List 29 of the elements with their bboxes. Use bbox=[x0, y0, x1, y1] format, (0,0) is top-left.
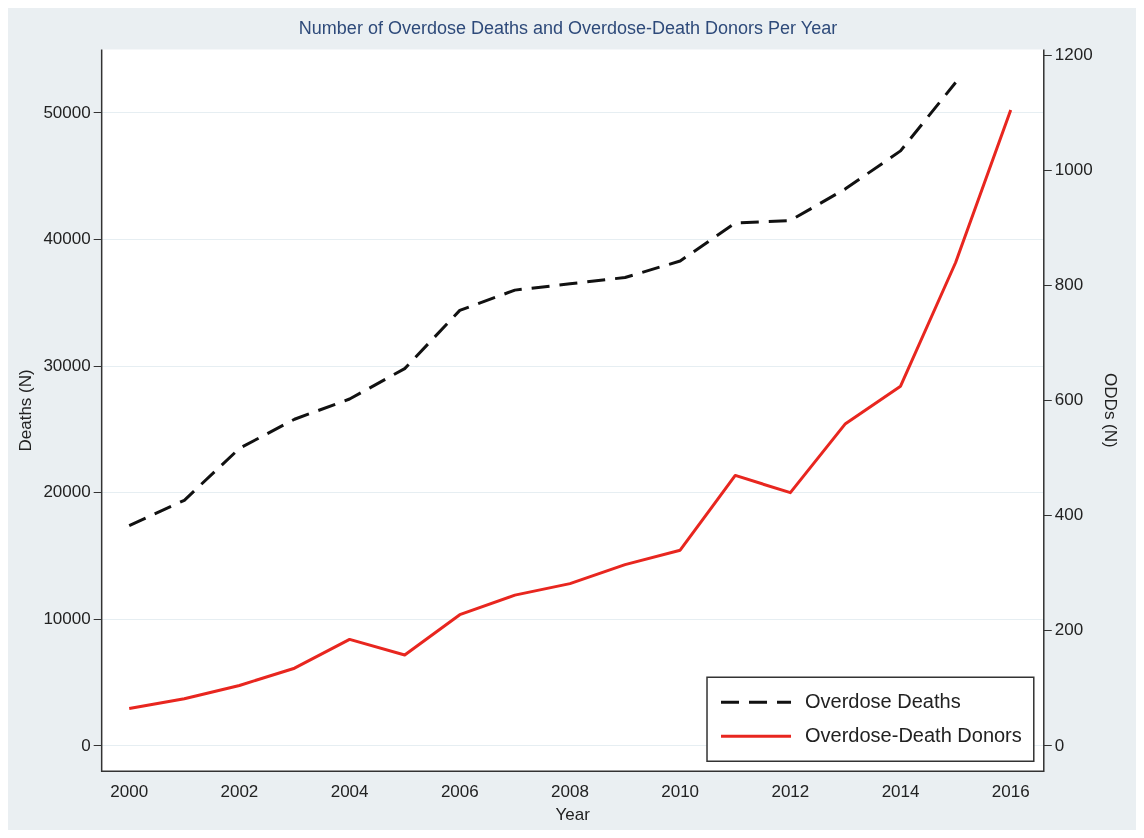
x-tick-label: 2002 bbox=[220, 782, 259, 802]
y2-tick-label: 1000 bbox=[1054, 160, 1093, 180]
y-axis-title: Deaths (N) bbox=[15, 369, 35, 452]
y2-tick-label: 400 bbox=[1054, 505, 1084, 525]
x-axis-title: Year bbox=[555, 805, 591, 825]
line-series bbox=[127, 81, 958, 528]
y2-axis-title: ODDs (N) bbox=[1101, 373, 1121, 448]
y-tick-label: 20000 bbox=[43, 482, 91, 502]
y2-tick-label: 1200 bbox=[1054, 45, 1093, 65]
y2-tick-label: 800 bbox=[1054, 275, 1084, 295]
x-tick-label: 2016 bbox=[991, 782, 1030, 802]
legend-label: Overdose Deaths bbox=[805, 689, 961, 712]
x-tick-label: 2012 bbox=[771, 782, 810, 802]
y2-tick-label: 0 bbox=[1054, 735, 1065, 755]
y-tick-label: 30000 bbox=[43, 355, 91, 375]
y-tick-label: 40000 bbox=[43, 229, 91, 249]
x-tick-label: 2008 bbox=[551, 782, 589, 802]
y2-tick-label: 200 bbox=[1054, 620, 1084, 640]
y2-tick-label: 600 bbox=[1054, 390, 1084, 410]
y-tick-label: 10000 bbox=[43, 608, 91, 628]
chart-title: Number of Overdose Deaths and Overdose-Death Donors Per Year bbox=[298, 17, 838, 38]
x-tick-label: 2010 bbox=[661, 782, 700, 802]
x-tick-label: 2004 bbox=[330, 782, 369, 802]
legend-label: Overdose-Death Donors bbox=[805, 723, 1022, 746]
x-tick-label: 2014 bbox=[881, 782, 920, 802]
x-tick-label: 2000 bbox=[110, 782, 149, 802]
y-tick-label: 0 bbox=[81, 735, 91, 755]
y-tick-label: 50000 bbox=[43, 102, 91, 122]
x-tick-label: 2006 bbox=[440, 782, 479, 802]
